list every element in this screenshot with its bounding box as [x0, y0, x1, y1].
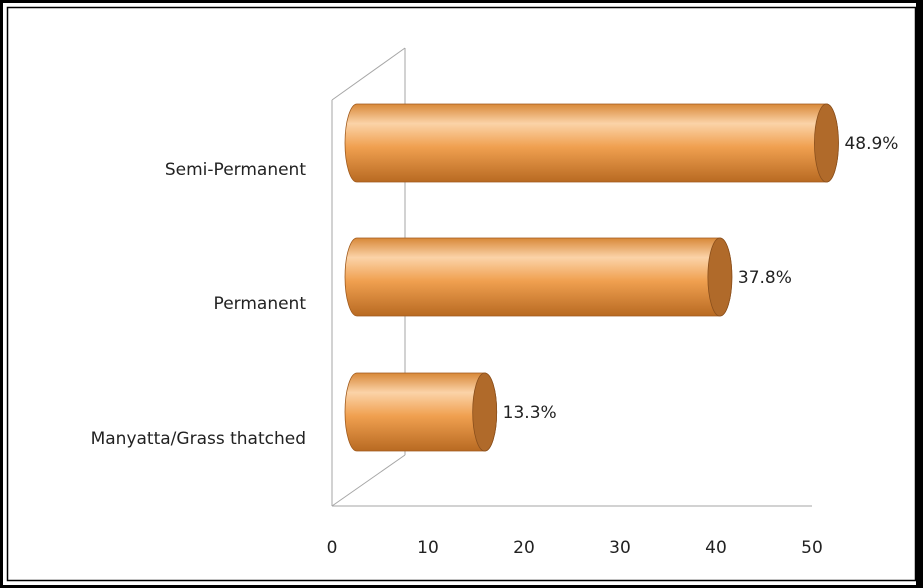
bar-body [344, 237, 733, 317]
base-diagonal [331, 454, 406, 507]
bar [344, 103, 839, 183]
x-tick-label: 40 [705, 538, 727, 558]
x-tick-label: 30 [609, 538, 631, 558]
right-edge [916, 1, 922, 587]
back-wall-top-diagonal [331, 47, 406, 101]
data-label: 48.9% [844, 134, 898, 154]
data-label: 37.8% [738, 268, 792, 288]
bar-cap [814, 103, 839, 183]
bar-cap [707, 237, 733, 317]
category-label: Manyatta/Grass thatched [91, 429, 306, 449]
bar-body [344, 103, 839, 183]
bar-cap [472, 372, 498, 452]
data-labels: 13.3% 37.8% 48.9% [503, 134, 899, 423]
x-tick-label: 50 [801, 538, 823, 558]
x-tick-label: 0 [327, 538, 338, 558]
category-labels: Manyatta/Grass thatched Permanent Semi-Per… [91, 160, 307, 449]
data-label: 13.3% [503, 403, 557, 423]
bar [344, 237, 733, 317]
bars [344, 103, 839, 452]
category-label: Semi-Permanent [165, 160, 306, 180]
x-tick-label: 10 [417, 538, 439, 558]
bar [344, 372, 498, 452]
inner-border [6, 6, 917, 582]
x-axis-ticks: 0 10 20 30 40 50 [327, 538, 823, 558]
category-label: Permanent [214, 294, 307, 314]
x-tick-label: 20 [513, 538, 535, 558]
